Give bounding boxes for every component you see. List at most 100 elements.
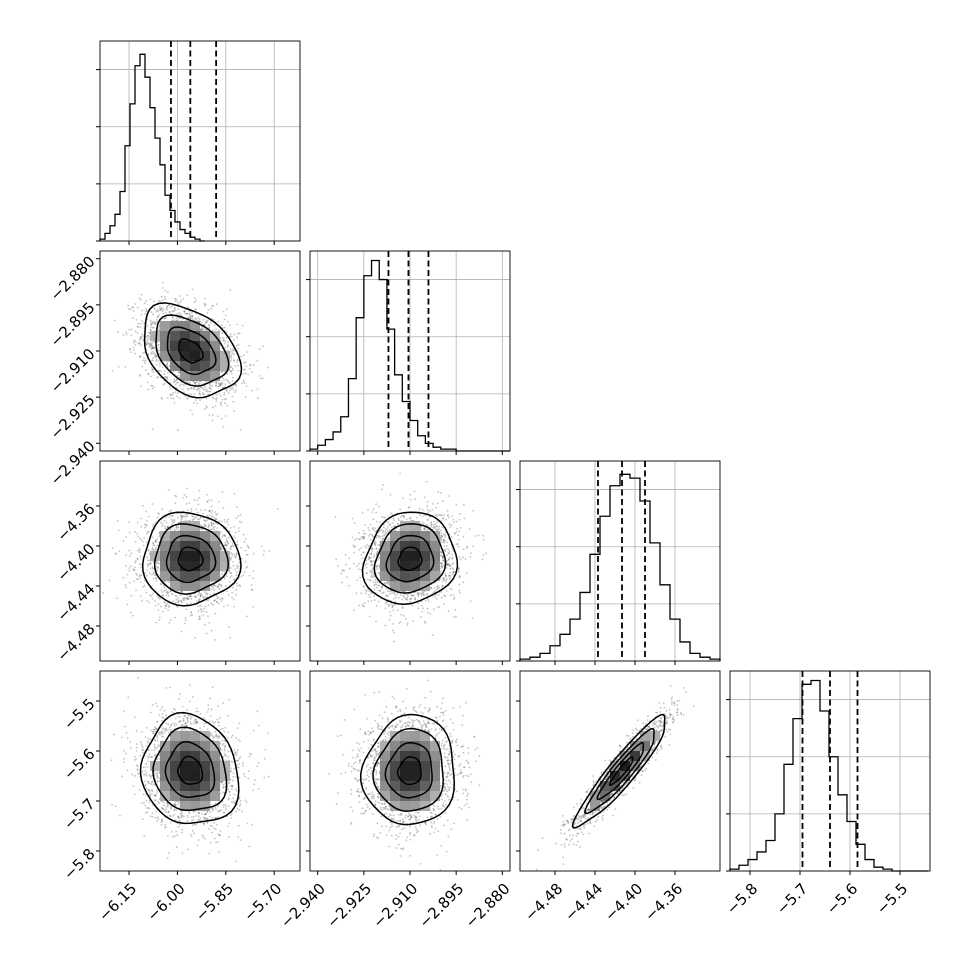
sample-point xyxy=(455,615,457,618)
density-cell xyxy=(190,581,200,591)
sample-point xyxy=(221,377,224,379)
sample-point xyxy=(158,619,161,622)
sample-point xyxy=(199,593,202,596)
sample-point xyxy=(201,595,204,597)
sample-point xyxy=(200,328,202,331)
sample-point xyxy=(159,582,162,585)
sample-point xyxy=(177,312,180,315)
sample-point xyxy=(168,310,171,313)
sample-point xyxy=(141,359,144,362)
density-cell xyxy=(180,581,190,591)
sample-point xyxy=(148,601,150,604)
sample-point xyxy=(198,489,201,492)
sample-point xyxy=(250,584,253,586)
sample-point xyxy=(140,538,143,541)
panel-content xyxy=(334,472,487,643)
sample-point xyxy=(138,356,141,359)
sample-point xyxy=(152,313,154,316)
sample-point xyxy=(231,544,234,547)
density-cell xyxy=(190,551,200,561)
sample-point xyxy=(378,564,381,567)
density-cell xyxy=(170,581,180,591)
sample-point xyxy=(203,388,206,391)
sample-point xyxy=(266,366,269,369)
sample-point xyxy=(225,378,228,381)
sample-point xyxy=(180,519,183,521)
density-cell xyxy=(170,321,180,331)
sample-point xyxy=(207,523,210,525)
sample-point xyxy=(233,553,235,556)
sample-point xyxy=(208,524,211,527)
sample-point xyxy=(197,317,200,320)
sample-point xyxy=(166,378,169,381)
sample-point xyxy=(227,320,229,323)
sample-point xyxy=(176,378,178,381)
density-cell xyxy=(210,341,220,351)
sample-point xyxy=(240,557,243,560)
sample-point xyxy=(135,318,138,321)
sample-point xyxy=(128,549,131,552)
sample-point xyxy=(156,376,158,379)
sample-point xyxy=(219,337,222,340)
sample-point xyxy=(204,304,207,307)
sample-point xyxy=(211,528,214,531)
sample-point xyxy=(128,348,131,351)
sample-point xyxy=(186,388,189,390)
sample-point xyxy=(202,318,205,321)
density-cell xyxy=(170,351,180,361)
sample-point xyxy=(212,318,215,321)
sample-point xyxy=(222,310,225,313)
sample-point xyxy=(163,519,166,522)
sample-point xyxy=(156,316,159,318)
sample-point xyxy=(217,382,220,385)
sample-point xyxy=(233,359,235,362)
sample-point xyxy=(215,397,218,399)
sample-point xyxy=(441,584,444,587)
sample-point xyxy=(163,601,166,603)
sample-point xyxy=(187,598,189,600)
sample-point xyxy=(171,515,174,517)
sample-point xyxy=(171,520,174,523)
sample-point xyxy=(168,510,171,513)
sample-point xyxy=(184,312,187,315)
sample-point xyxy=(198,591,200,594)
sample-point xyxy=(144,369,147,371)
sample-point xyxy=(214,384,217,387)
sample-point xyxy=(240,546,242,549)
sample-point xyxy=(134,340,137,343)
sample-point xyxy=(243,571,246,574)
sample-point xyxy=(154,604,157,607)
sample-point xyxy=(219,598,222,600)
sample-point xyxy=(158,327,160,330)
sample-point xyxy=(440,491,442,494)
sample-point xyxy=(223,391,226,394)
sample-point xyxy=(217,320,220,323)
sample-point xyxy=(458,530,461,533)
sample-point xyxy=(153,308,156,311)
sample-point xyxy=(216,585,219,588)
sample-point xyxy=(170,397,173,399)
sample-point xyxy=(233,579,236,581)
sample-point xyxy=(227,341,229,343)
sample-point xyxy=(156,537,159,540)
histogram-series xyxy=(729,679,928,872)
sample-point xyxy=(152,368,155,371)
sample-point xyxy=(183,598,186,601)
sample-point xyxy=(245,361,247,364)
sample-point xyxy=(207,615,209,618)
sample-point xyxy=(175,598,178,601)
density-cell xyxy=(190,321,200,331)
sample-point xyxy=(412,620,415,622)
sample-point xyxy=(234,555,237,558)
sample-point xyxy=(170,514,172,516)
sample-point xyxy=(138,548,141,550)
sample-point xyxy=(198,618,201,621)
sample-point xyxy=(200,605,202,607)
sample-point xyxy=(213,584,216,587)
sample-point xyxy=(268,550,271,552)
sample-point xyxy=(177,381,180,384)
sample-point xyxy=(174,494,177,497)
sample-point xyxy=(226,540,229,542)
sample-point xyxy=(125,333,128,336)
sample-point xyxy=(229,333,232,336)
